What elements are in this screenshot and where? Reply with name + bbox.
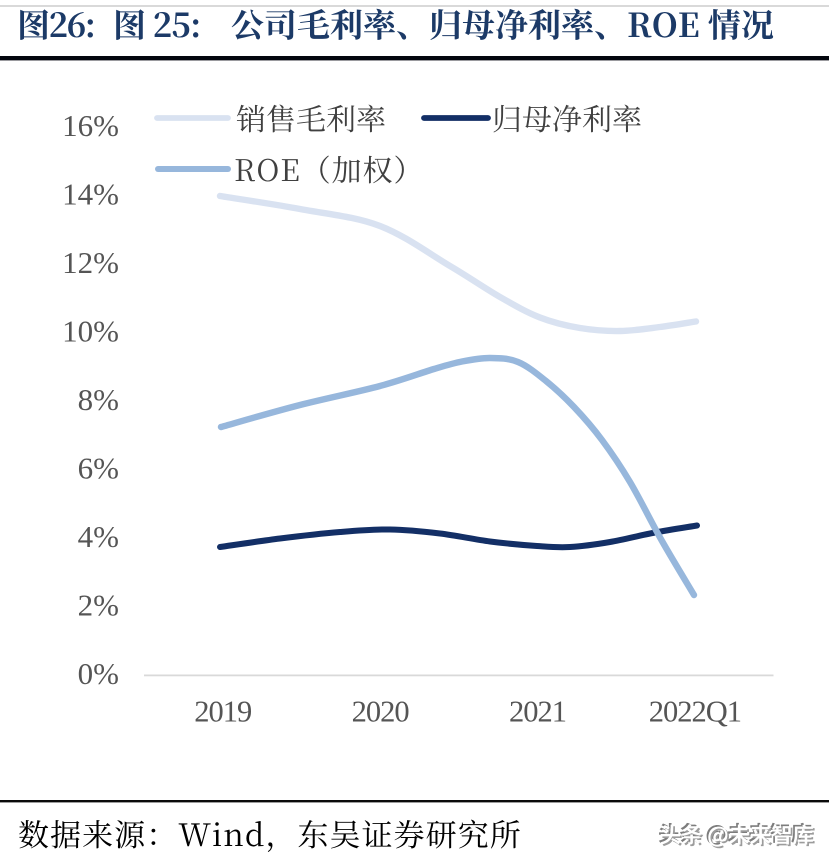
svg-text:2019: 2019 <box>194 695 251 729</box>
svg-text:2020: 2020 <box>352 695 410 729</box>
svg-text:6%: 6% <box>78 451 119 486</box>
svg-text:2021: 2021 <box>509 695 566 729</box>
svg-text:14%: 14% <box>62 177 119 212</box>
svg-text:8%: 8% <box>78 382 119 417</box>
svg-text:12%: 12% <box>62 245 119 280</box>
svg-text:2022Q1: 2022Q1 <box>649 695 741 729</box>
svg-text:4%: 4% <box>78 519 119 554</box>
svg-text:16%: 16% <box>62 108 119 143</box>
svg-text:2%: 2% <box>78 588 119 623</box>
svg-text:0%: 0% <box>78 656 119 691</box>
svg-text:10%: 10% <box>62 314 119 349</box>
